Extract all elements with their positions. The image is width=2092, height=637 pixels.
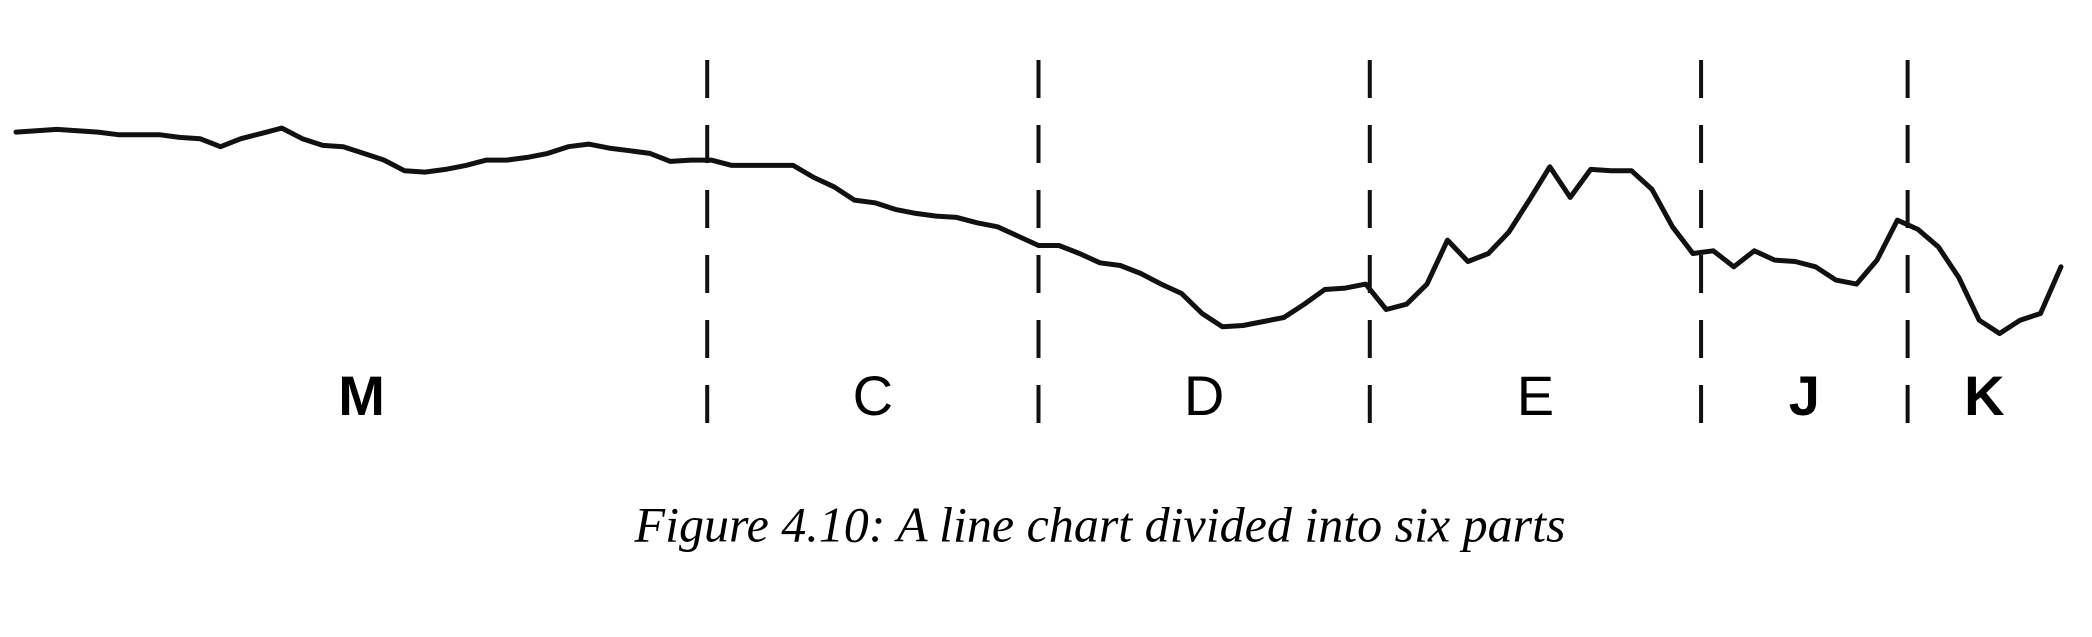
data-line (13, 125, 2064, 336)
section-label: E (1517, 364, 1554, 427)
section-label: D (1184, 364, 1224, 427)
caption: Figure 4.10: A line chart divided into s… (634, 496, 1566, 552)
section-label: C (853, 364, 893, 427)
section-label: J (1789, 364, 1820, 427)
section-label: M (338, 364, 385, 427)
section-label: K (1964, 364, 2004, 427)
